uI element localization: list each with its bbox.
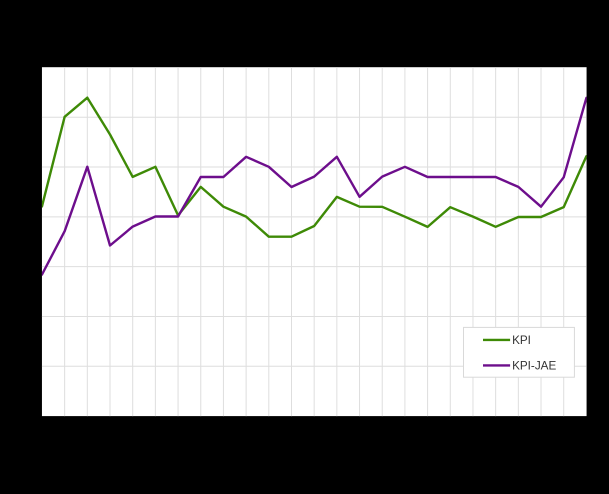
svg-text:KPI-JAE: KPI-JAE: [512, 360, 556, 373]
svg-text:KPI: KPI: [512, 334, 531, 347]
